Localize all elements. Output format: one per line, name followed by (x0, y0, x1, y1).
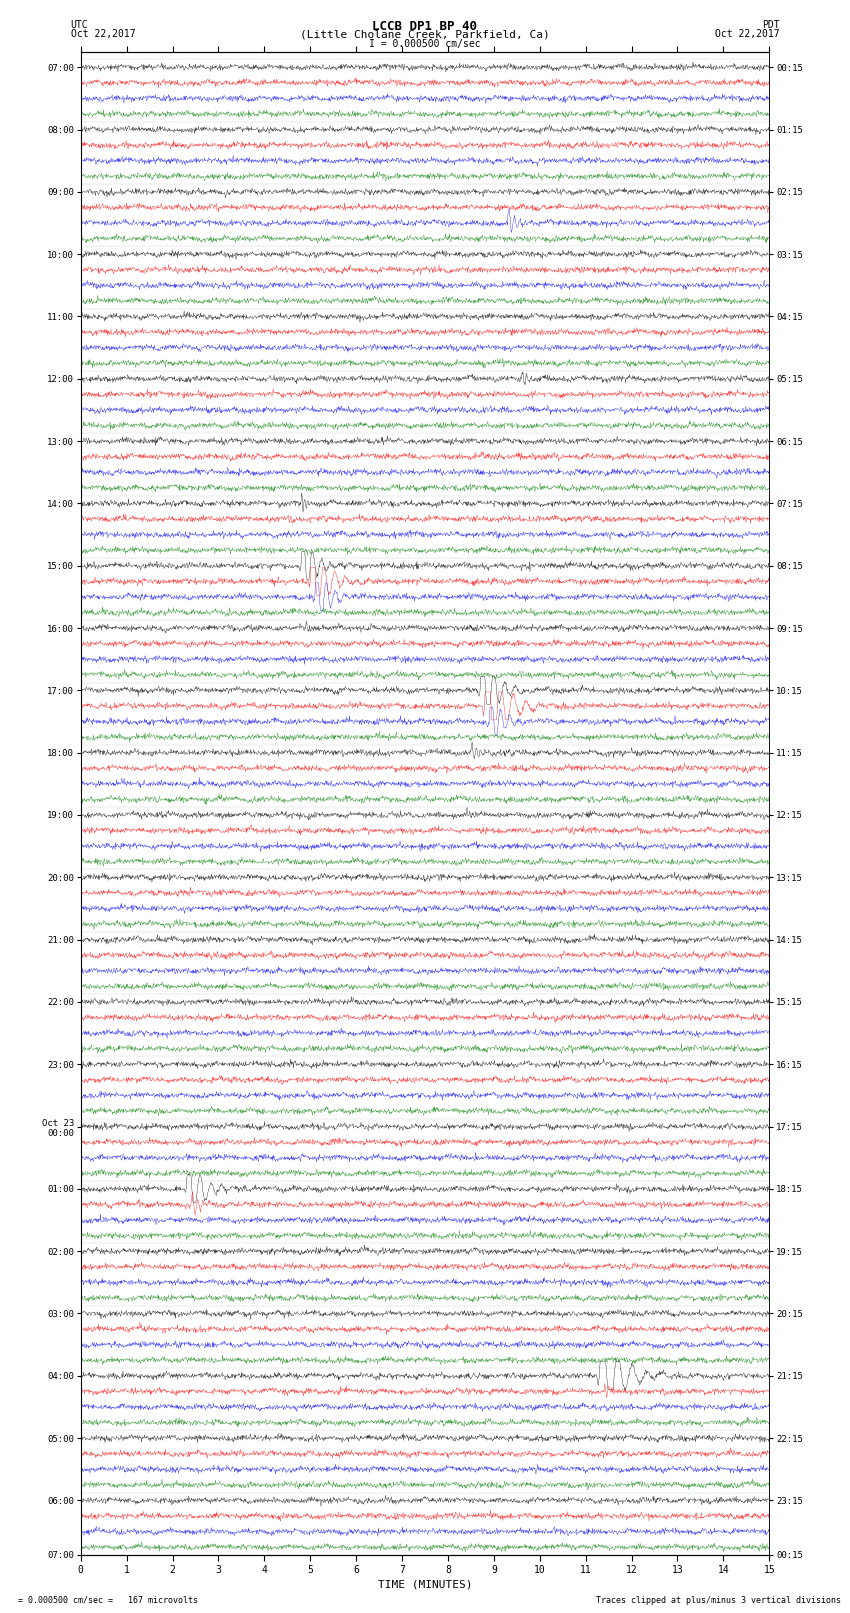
Text: (Little Cholane Creek, Parkfield, Ca): (Little Cholane Creek, Parkfield, Ca) (300, 29, 550, 39)
Text: PDT: PDT (762, 19, 779, 31)
Text: LCCB DP1 BP 40: LCCB DP1 BP 40 (372, 19, 478, 34)
Text: UTC: UTC (71, 19, 88, 31)
Text: I = 0.000500 cm/sec: I = 0.000500 cm/sec (369, 39, 481, 48)
Text: Oct 22,2017: Oct 22,2017 (71, 29, 135, 39)
Text: Oct 22,2017: Oct 22,2017 (715, 29, 779, 39)
X-axis label: TIME (MINUTES): TIME (MINUTES) (377, 1579, 473, 1589)
Text: Traces clipped at plus/minus 3 vertical divisions: Traces clipped at plus/minus 3 vertical … (597, 1595, 842, 1605)
Text: = 0.000500 cm/sec =   167 microvolts: = 0.000500 cm/sec = 167 microvolts (8, 1595, 199, 1605)
